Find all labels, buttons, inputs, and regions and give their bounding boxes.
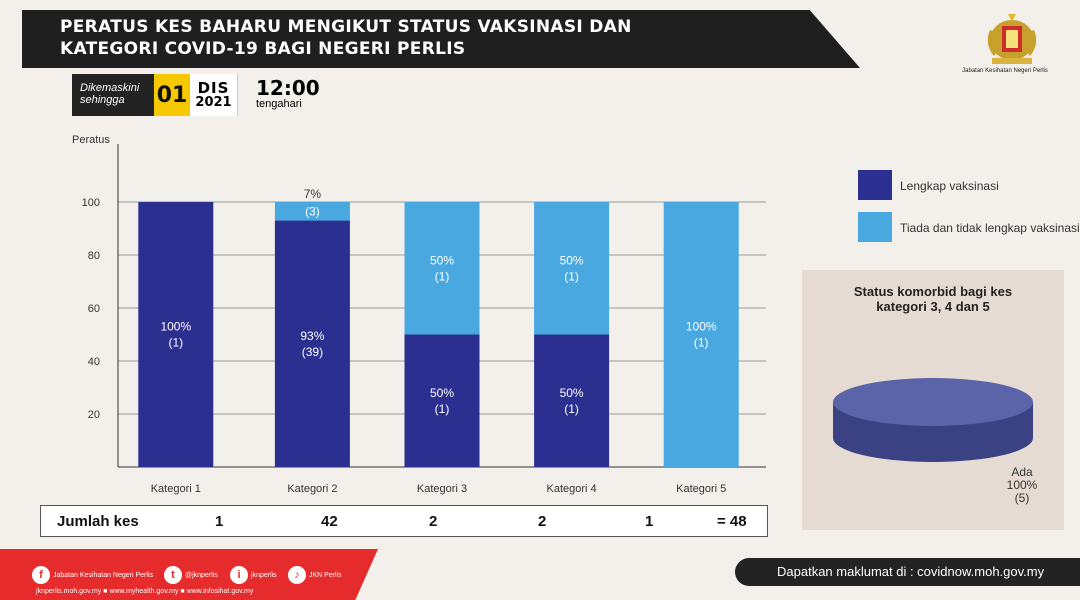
y-tick-label-100: 100 [82,197,100,209]
bar-incomplete-5 [663,202,739,467]
footer-social-banner [0,549,378,600]
x-tick-label-1: Kategori 1 [151,483,201,495]
total-kategori-2: 42 [321,513,338,530]
comorbid-panel: Status komorbid bagi kes kategori 3, 4 d… [802,270,1064,530]
legend-item-complete: Lengkap vaksinasi [858,170,1080,200]
footer-info[interactable]: Dapatkan maklumat di : covidnow.moh.gov.… [735,558,1080,586]
instagram-icon: i [230,566,248,584]
total-kategori-4: 2 [538,513,547,530]
social-facebook-label: Jabatan Kesihatan Negeri Perlis [53,571,154,579]
bar-incomplete-3 [404,202,480,335]
update-month-year: DIS 2021 [190,74,238,116]
logo-caption: Jabatan Kesihatan Negeri Perlis [962,68,1048,74]
data-label-complete-3-line1: 50% [430,386,454,400]
data-label-complete-1-line1: 100% [160,320,191,334]
social-tiktok[interactable]: ♪ JKN Perlis [288,566,342,584]
legend-item-incomplete: Tiada dan tidak lengkap vaksinasi [858,212,1080,242]
bar-incomplete-4 [534,202,610,335]
update-time-suffix: tengahari [256,98,302,110]
data-label-complete-2-line1: 93% [300,329,324,343]
total-kategori-5: 1 [645,513,654,530]
pie-label-count: (5) [1014,491,1030,505]
facebook-icon: f [32,566,50,584]
social-twitter[interactable]: t @jknperlis [164,566,218,584]
comorbid-pie [833,378,1033,462]
total-grand: = 48 [717,513,747,530]
data-label-complete-4-line2: (1) [564,402,579,416]
update-time: 12:00 tengahari [256,78,320,110]
update-month: DIS [197,79,230,97]
bar-incomplete-2 [274,202,350,221]
y-tick-label-60: 60 [88,303,100,315]
data-label-incomplete-3-line1: 50% [430,253,454,267]
total-label: Jumlah kes [57,513,139,530]
bar-complete-3 [404,334,480,467]
page-title: PERATUS KES BAHARU MENGIKUT STATUS VAKSI… [60,17,632,59]
data-label-incomplete-4-line1: 50% [560,253,584,267]
title-banner [22,10,860,68]
data-label-complete-4-line1: 50% [560,386,584,400]
data-label-outside-2: 7% [304,187,322,201]
legend-label-complete: Lengkap vaksinasi [900,179,999,193]
x-tick-label-4: Kategori 4 [547,483,597,495]
data-label-incomplete-5-line1: 100% [686,320,717,334]
coat-of-arms-logo [958,10,1066,85]
tiktok-icon: ♪ [288,566,306,584]
total-kategori-3: 2 [429,513,438,530]
pie-label: Ada 100% (5) [992,466,1052,505]
twitter-icon: t [164,566,182,584]
update-date-box: Dikemaskini sehingga 01 DIS 2021 [72,74,238,116]
y-axis-title: Peratus [72,134,110,146]
update-time-value: 12:00 [256,76,320,100]
social-facebook[interactable]: f Jabatan Kesihatan Negeri Perlis [32,566,153,584]
y-tick-label-20: 20 [88,409,100,421]
bar-complete-4 [534,334,610,467]
x-tick-label-3: Kategori 3 [417,483,467,495]
pie-label-name: Ada [1011,465,1033,479]
bar-complete-2 [274,220,350,467]
x-tick-label-5: Kategori 5 [676,483,726,495]
total-cases-row: Jumlah kes 1 42 2 2 1 = 48 [40,505,768,537]
x-tick-label-2: Kategori 2 [287,483,337,495]
comorbid-title: Status komorbid bagi kes kategori 3, 4 d… [853,284,1013,314]
pie-slice-ada [833,378,1033,426]
update-day: 01 [154,74,190,116]
update-label: Dikemaskini sehingga [72,74,154,116]
data-label-complete-3-line2: (1) [435,402,450,416]
data-label-incomplete-3-line2: (1) [435,269,450,283]
y-tick-label-80: 80 [88,250,100,262]
social-instagram[interactable]: i jknperlis [230,566,277,584]
data-label-incomplete-4-line2: (1) [564,269,579,283]
social-instagram-label: jknperlis [251,571,277,579]
bar-complete-1 [138,202,214,467]
total-kategori-1: 1 [215,513,224,530]
legend-swatch-incomplete [858,212,892,242]
legend-swatch-complete [858,170,892,200]
footer-links[interactable]: jknperlis.moh.gov.my ■ www.myhealth.gov.… [36,588,254,595]
legend: Lengkap vaksinasi Tiada dan tidak lengka… [858,170,1080,254]
data-label-complete-2-line2: (39) [302,345,323,359]
data-label-complete-1-line2: (1) [168,336,183,350]
data-label-incomplete-2-line1: (3) [305,204,320,218]
social-tiktok-label: JKN Perlis [309,571,342,579]
data-label-incomplete-5-line2: (1) [694,336,709,350]
legend-label-incomplete: Tiada dan tidak lengkap vaksinasi [900,221,1080,235]
y-tick-label-40: 40 [88,356,100,368]
social-twitter-label: @jknperlis [185,571,218,579]
update-year: 2021 [195,95,232,110]
pie-label-pct: 100% [1006,478,1038,492]
